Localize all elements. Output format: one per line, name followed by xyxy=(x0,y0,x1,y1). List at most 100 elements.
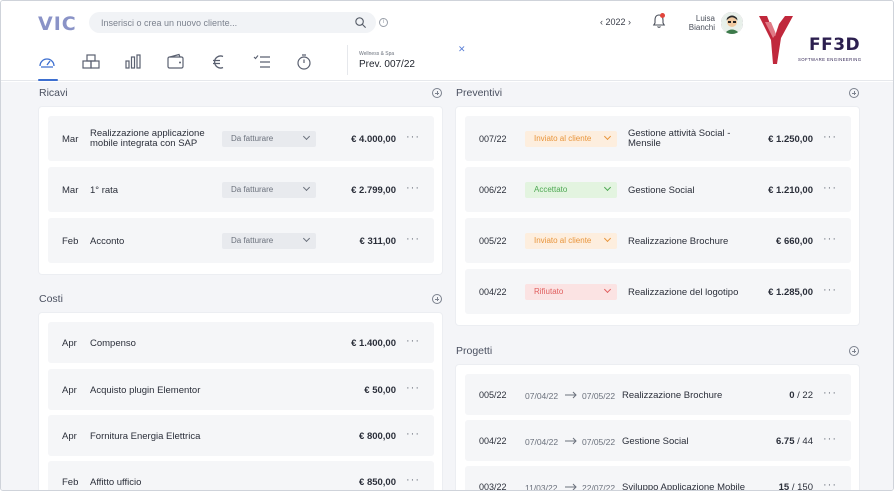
arrow-right-icon xyxy=(565,483,577,490)
more-options-icon[interactable]: ··· xyxy=(406,382,420,394)
status-label: Inviato al cliente xyxy=(534,134,592,143)
more-options-icon[interactable]: ··· xyxy=(406,182,420,194)
progetti-card: 005/22 07/04/22 07/05/22 Realizzazione B… xyxy=(456,365,859,491)
row-code: 005/22 xyxy=(479,236,507,246)
list-icon[interactable] xyxy=(252,53,272,71)
ricavi-title: Ricavi xyxy=(39,87,68,99)
row-amount: € 660,00 xyxy=(776,236,813,247)
add-progetto-icon[interactable] xyxy=(849,346,859,356)
more-options-icon[interactable]: ··· xyxy=(406,233,420,245)
row-description: Acquisto plugin Elementor xyxy=(90,385,201,396)
table-row[interactable]: Feb Acconto Da fatturare € 311,00 ··· xyxy=(48,218,434,263)
status-dropdown[interactable]: Da fatturare xyxy=(222,131,316,147)
table-row[interactable]: 005/22 07/04/22 07/05/22 Realizzazione B… xyxy=(465,374,851,415)
more-options-icon[interactable]: ··· xyxy=(823,131,837,143)
hours-total: / 44 xyxy=(797,436,813,447)
app-logo[interactable]: VIC xyxy=(38,13,77,35)
status-label: Da fatturare xyxy=(231,134,274,143)
status-dropdown[interactable]: Inviato al cliente xyxy=(525,131,617,147)
table-row[interactable]: 004/22 Rifiutato Realizzazione del logot… xyxy=(465,269,851,314)
dashboard-content: Ricavi Mar Realizzazione applicazione mo… xyxy=(1,82,893,491)
status-dropdown[interactable]: Da fatturare xyxy=(222,182,316,198)
row-start-date: 11/03/22 xyxy=(525,483,558,491)
chevron-down-icon xyxy=(603,285,612,294)
more-options-icon[interactable]: ··· xyxy=(406,474,420,486)
close-icon[interactable]: ✕ xyxy=(458,44,466,54)
arrow-right-icon xyxy=(565,391,577,399)
hours-done: 0 xyxy=(789,390,795,401)
row-code: 004/22 xyxy=(479,436,507,446)
info-icon[interactable]: i xyxy=(379,18,388,27)
more-options-icon[interactable]: ··· xyxy=(406,428,420,440)
status-dropdown[interactable]: Accettato xyxy=(525,182,617,198)
brand-subtitle: SOFTWARE ENGINEERING xyxy=(798,57,862,62)
table-row[interactable]: 003/22 11/03/22 22/07/22 Sviluppo Applic… xyxy=(465,466,851,491)
avatar[interactable] xyxy=(721,12,743,34)
more-options-icon[interactable]: ··· xyxy=(823,433,837,445)
row-code: 006/22 xyxy=(479,185,507,195)
status-label: Da fatturare xyxy=(231,236,274,245)
row-start-date: 07/04/22 xyxy=(525,437,559,447)
ricavi-card: Mar Realizzazione applicazione mobile in… xyxy=(39,107,442,274)
row-description: Realizzazione Brochure xyxy=(628,236,729,247)
year-selector[interactable]: ‹ 2022 › xyxy=(600,17,632,27)
hours-done: 6.75 xyxy=(776,436,795,447)
row-description: Gestione attività Social - Mensile xyxy=(628,128,731,149)
row-end-date: 07/05/22 xyxy=(582,437,616,447)
row-description: Affitto ufficio xyxy=(90,477,142,488)
euro-icon[interactable] xyxy=(209,53,229,71)
hours-total: / 22 xyxy=(797,390,813,401)
user-last-name: Bianchi xyxy=(688,23,715,32)
boxes-icon[interactable] xyxy=(81,53,101,71)
more-options-icon[interactable]: ··· xyxy=(823,284,837,296)
more-options-icon[interactable]: ··· xyxy=(823,479,837,491)
table-row[interactable]: Mar Realizzazione applicazione mobile in… xyxy=(48,116,434,161)
row-hours: 0 / 22 xyxy=(765,390,813,401)
table-row[interactable]: 007/22 Inviato al cliente Gestione attiv… xyxy=(465,116,851,161)
table-row[interactable]: Mar 1° rata Da fatturare € 2.799,00 ··· xyxy=(48,167,434,212)
add-ricavo-icon[interactable] xyxy=(432,88,442,98)
user-name[interactable]: Luisa Bianchi xyxy=(681,14,715,32)
wallet-icon[interactable] xyxy=(166,53,186,71)
client-search-input[interactable] xyxy=(89,12,376,33)
chevron-down-icon xyxy=(302,183,311,192)
row-start-date: 07/04/22 xyxy=(525,391,559,401)
table-row[interactable]: 004/22 07/04/22 07/05/22 Gestione Social… xyxy=(465,420,851,461)
row-month: Mar xyxy=(62,134,79,145)
project-tab[interactable]: Wellness & Spa Prev. 007/22 xyxy=(347,45,467,75)
progetti-title: Progetti xyxy=(456,345,493,357)
more-options-icon[interactable]: ··· xyxy=(406,131,420,143)
row-amount: € 50,00 xyxy=(364,385,396,396)
project-tab-title: Prev. 007/22 xyxy=(359,59,415,70)
table-row[interactable]: Apr Compenso € 1.400,00 ··· xyxy=(48,322,434,363)
row-description: Realizzazione del logotipo xyxy=(628,287,739,298)
status-dropdown[interactable]: Inviato al cliente xyxy=(525,233,617,249)
row-amount: € 1.250,00 xyxy=(768,134,813,145)
search-icon[interactable] xyxy=(354,16,367,29)
table-row[interactable]: Feb Affitto ufficio € 850,00 ··· xyxy=(48,461,434,490)
row-code: 005/22 xyxy=(479,390,507,400)
add-costo-icon[interactable] xyxy=(432,294,442,304)
row-amount: € 2.799,00 xyxy=(351,185,396,196)
more-options-icon[interactable]: ··· xyxy=(823,233,837,245)
status-dropdown[interactable]: Rifiutato xyxy=(525,284,617,300)
more-options-icon[interactable]: ··· xyxy=(406,335,420,347)
row-description: Gestione Social xyxy=(622,436,689,447)
dashboard-icon[interactable] xyxy=(37,53,57,71)
table-row[interactable]: Apr Acquisto plugin Elementor € 50,00 ··… xyxy=(48,369,434,410)
row-code: 004/22 xyxy=(479,287,507,297)
row-amount: € 850,00 xyxy=(359,477,396,488)
row-amount: € 4.000,00 xyxy=(351,134,396,145)
timer-icon[interactable] xyxy=(294,53,314,71)
row-month: Feb xyxy=(62,477,79,488)
more-options-icon[interactable]: ··· xyxy=(823,387,837,399)
more-options-icon[interactable]: ··· xyxy=(823,182,837,194)
bar-chart-icon[interactable] xyxy=(123,53,143,71)
add-preventivo-icon[interactable] xyxy=(849,88,859,98)
table-row[interactable]: 005/22 Inviato al cliente Realizzazione … xyxy=(465,218,851,263)
status-dropdown[interactable]: Da fatturare xyxy=(222,233,316,249)
table-row[interactable]: 006/22 Accettato Gestione Social € 1.210… xyxy=(465,167,851,212)
table-row[interactable]: Apr Fornitura Energia Elettrica € 800,00… xyxy=(48,415,434,456)
row-end-date: 22/07/22 xyxy=(582,483,616,491)
chevron-down-icon xyxy=(603,183,612,192)
